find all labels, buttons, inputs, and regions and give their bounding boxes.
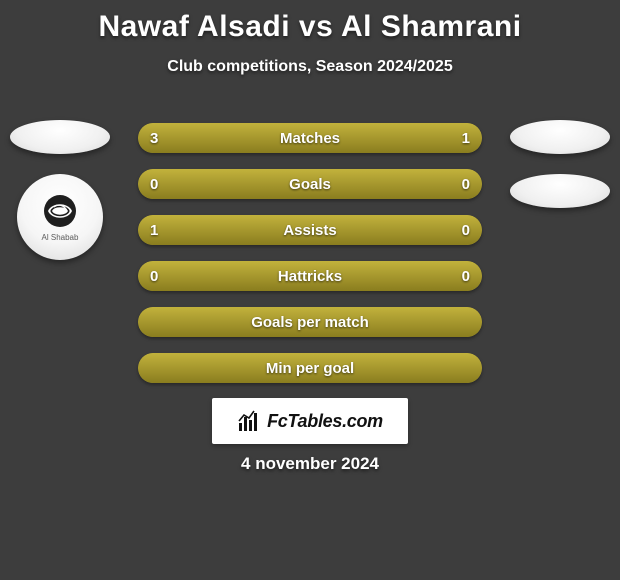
stat-row-assists: 1 Assists 0	[138, 215, 482, 245]
stat-row-goals-per-match: Goals per match	[138, 307, 482, 337]
stat-row-hattricks: 0 Hattricks 0	[138, 261, 482, 291]
club-name-text: Al Shabab	[42, 233, 79, 242]
stat-value-right: 0	[462, 169, 470, 199]
player-avatar-placeholder	[10, 120, 110, 154]
club-logo-alshabab: Al Shabab	[29, 186, 91, 248]
stat-value-right: 0	[462, 261, 470, 291]
stat-row-min-per-goal: Min per goal	[138, 353, 482, 383]
stat-label: Assists	[138, 215, 482, 245]
left-player-badges: Al Shabab	[10, 120, 110, 260]
right-player-badges	[510, 120, 610, 208]
page-subtitle: Club competitions, Season 2024/2025	[0, 58, 620, 76]
stat-label: Matches	[138, 123, 482, 153]
stat-label: Hattricks	[138, 261, 482, 291]
stat-label: Goals	[138, 169, 482, 199]
stat-row-matches: 3 Matches 1	[138, 123, 482, 153]
player-avatar-placeholder	[510, 120, 610, 154]
club-crest-icon	[37, 193, 83, 233]
branding-text: FcTables.com	[267, 411, 383, 432]
stat-rows: 3 Matches 1 0 Goals 0 1 Assists 0 0 Hatt…	[138, 123, 482, 383]
stat-label: Min per goal	[138, 353, 482, 383]
stat-value-right: 0	[462, 215, 470, 245]
snapshot-date: 4 november 2024	[0, 454, 620, 474]
club-badge-right-placeholder	[510, 174, 610, 208]
bars-chart-icon	[237, 409, 261, 433]
club-badge-left: Al Shabab	[17, 174, 103, 260]
stat-label: Goals per match	[138, 307, 482, 337]
stat-value-right: 1	[462, 123, 470, 153]
branding-badge: FcTables.com	[212, 398, 408, 444]
stat-row-goals: 0 Goals 0	[138, 169, 482, 199]
page-title: Nawaf Alsadi vs Al Shamrani	[0, 0, 620, 44]
